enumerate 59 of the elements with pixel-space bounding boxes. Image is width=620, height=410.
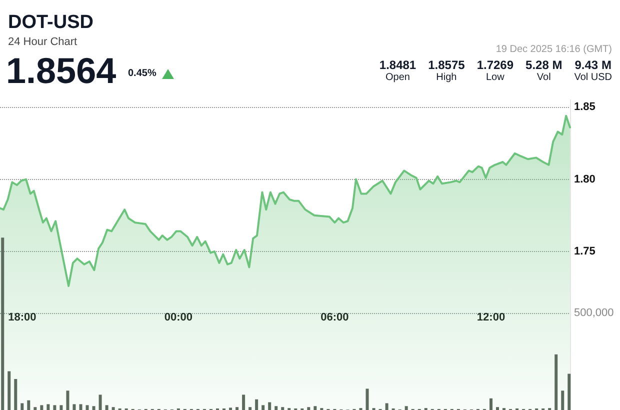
bar: [255, 399, 258, 410]
bar: [112, 407, 115, 410]
bar: [1, 238, 4, 410]
bar: [98, 394, 102, 410]
x-tick-label: 00:00: [164, 312, 192, 324]
y-tick-label: 1.75: [574, 245, 596, 258]
x-tick-label: 06:00: [320, 312, 349, 324]
bar: [554, 354, 558, 410]
bar: [53, 405, 56, 410]
y-tick-label: 1.85: [574, 101, 596, 114]
bar: [561, 390, 564, 410]
bar: [248, 407, 252, 410]
bar: [79, 404, 82, 410]
y2-tick-label: 500,000: [574, 307, 614, 320]
bar: [274, 406, 278, 410]
bar: [314, 406, 317, 410]
bar: [236, 407, 239, 410]
text: High: [436, 72, 457, 83]
bar: [92, 406, 96, 410]
text: 1.7269: [476, 58, 514, 72]
bar: [366, 388, 369, 410]
bar: [60, 405, 63, 410]
bar: [14, 379, 18, 410]
bar: [34, 407, 37, 410]
text: 9.43 M: [574, 58, 612, 72]
x-tick-label: 12:00: [476, 312, 506, 324]
bar: [385, 403, 388, 410]
bar: [66, 390, 70, 410]
text: Low: [486, 72, 504, 83]
bar: [8, 371, 11, 410]
text: 0.45%: [128, 68, 156, 79]
text: 5.28 M: [526, 58, 562, 72]
bar: [105, 405, 108, 410]
bar: [86, 405, 89, 410]
bar: [404, 406, 408, 410]
text: 1.8481: [379, 58, 416, 72]
bar: [489, 398, 492, 410]
bar: [307, 407, 310, 410]
text: 1.8575: [428, 58, 465, 72]
bar: [281, 407, 284, 410]
bar: [496, 407, 499, 410]
bar: [568, 374, 571, 410]
bar: [268, 402, 272, 410]
text: Vol: [536, 72, 551, 83]
bar: [40, 405, 44, 410]
x-tick-label: 18:00: [8, 312, 36, 324]
bar: [262, 405, 265, 410]
chart-title: DOT-USD: [8, 12, 94, 34]
bar: [27, 400, 30, 410]
bar: [242, 394, 246, 410]
bar: [20, 403, 24, 410]
text: 1.8564: [6, 50, 116, 92]
bar: [72, 404, 76, 410]
y-tick-label: 1.80: [574, 173, 596, 186]
bar: [46, 404, 50, 410]
text: 19 Dec 2025 16:16 (GMT): [496, 44, 612, 55]
chart-subtitle: 24 Hour Chart: [8, 36, 78, 48]
text: Open: [386, 72, 410, 83]
text: Vol USD: [574, 72, 612, 83]
